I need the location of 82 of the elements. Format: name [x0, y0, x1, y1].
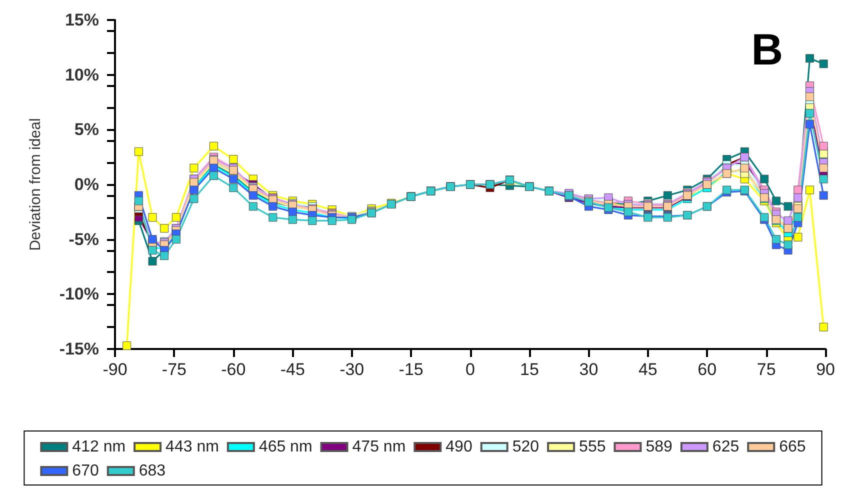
legend-label: 475 nm	[352, 438, 406, 456]
point	[772, 196, 780, 206]
point	[148, 257, 157, 266]
legend-label: 443 nm	[166, 438, 219, 456]
point	[148, 213, 157, 222]
x-tick-label: 90	[816, 360, 836, 379]
y-tick-label: 0%	[74, 175, 99, 194]
point	[160, 252, 169, 260]
point	[268, 202, 278, 211]
point	[248, 202, 258, 211]
x-tick-label: 15	[520, 360, 539, 379]
point	[819, 142, 828, 150]
point	[819, 150, 828, 158]
x-tick-label: -60	[221, 360, 246, 379]
point	[229, 184, 238, 192]
point	[819, 164, 828, 172]
y-axis-title: Deviation from ideal	[27, 118, 44, 251]
point	[160, 224, 169, 233]
annotation: B	[751, 26, 784, 74]
legend-label: 490	[446, 438, 472, 456]
y-tick-label: 5%	[74, 120, 99, 140]
legend-label: 670	[72, 462, 99, 480]
point	[772, 235, 780, 244]
x-tick-label: 75	[756, 360, 776, 379]
point	[209, 142, 218, 150]
point	[663, 191, 672, 200]
point	[172, 213, 180, 222]
point	[172, 235, 180, 244]
point	[794, 186, 802, 194]
point	[268, 213, 278, 222]
point	[624, 208, 632, 216]
x-tick-label: 30	[579, 360, 598, 379]
point	[288, 215, 297, 224]
legend-label: 665	[779, 438, 806, 456]
point	[794, 193, 802, 202]
point	[740, 164, 749, 172]
point	[308, 216, 317, 225]
x-tick-label: -75	[162, 360, 186, 379]
point	[148, 246, 157, 255]
point	[794, 232, 802, 242]
x-tick-label: -15	[398, 360, 424, 379]
point	[134, 147, 143, 156]
y-tick-label: -15%	[59, 340, 99, 358]
legend-label: 520	[512, 438, 540, 456]
legend-label: 412 nm	[72, 438, 126, 456]
y-tick-label: -5%	[68, 230, 99, 249]
x-tick-label: -30	[340, 360, 364, 379]
legend-label: 555	[579, 438, 606, 456]
y-tick-label: -10%	[59, 284, 99, 304]
point	[328, 216, 336, 225]
point	[784, 240, 792, 250]
point	[288, 208, 297, 216]
x-tick-label: 0	[466, 360, 476, 379]
legend-label: 683	[138, 462, 166, 480]
point	[819, 60, 828, 68]
point	[760, 174, 769, 184]
point	[819, 174, 828, 184]
point	[806, 108, 814, 118]
point	[819, 322, 828, 332]
point	[209, 171, 218, 180]
point	[229, 155, 238, 164]
y-tick-label: 15%	[64, 10, 99, 30]
legend-label: 465 nm	[258, 438, 312, 456]
point	[819, 191, 828, 200]
point	[806, 186, 814, 194]
point	[190, 194, 198, 204]
point	[784, 202, 792, 211]
point	[122, 341, 132, 350]
point	[784, 216, 792, 225]
legend-label: 589	[646, 438, 673, 456]
point	[794, 213, 802, 222]
x-tick-label: 60	[698, 360, 717, 379]
point	[806, 120, 814, 128]
point	[806, 92, 814, 102]
point	[190, 164, 198, 172]
point	[806, 54, 814, 63]
x-tick-label: 45	[638, 360, 658, 379]
y-tick-label: 10%	[64, 65, 99, 84]
point	[134, 196, 143, 206]
x-tick-label: -90	[102, 360, 128, 379]
legend-label: 625	[712, 438, 740, 456]
x-tick-label: -45	[280, 360, 305, 379]
